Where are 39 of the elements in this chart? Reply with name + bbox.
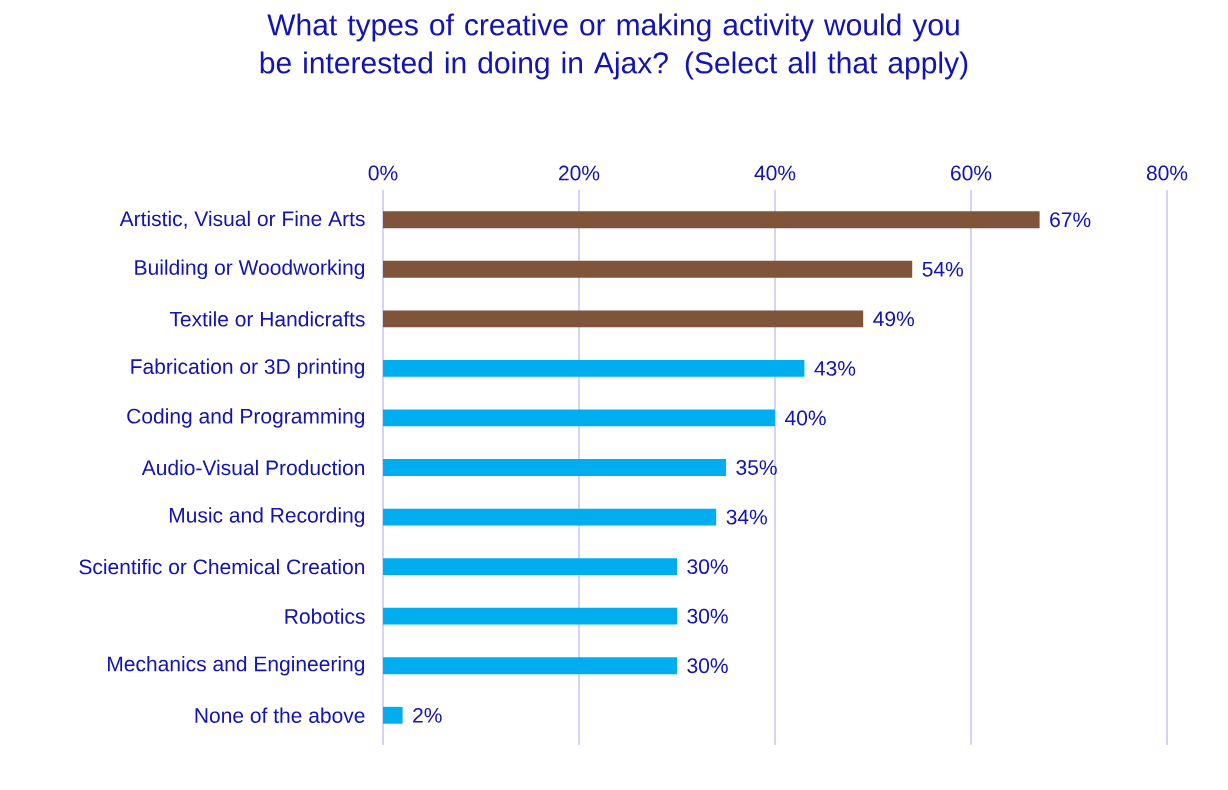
data-label: 49%	[873, 311, 914, 327]
y-tick-label: Music and Recording	[169, 507, 365, 527]
x-tick-label: 80%	[1146, 165, 1188, 181]
data-label: 34%	[726, 509, 767, 525]
bar	[383, 359, 805, 377]
data-label: 30%	[687, 658, 728, 674]
y-tick-label: Audio-Visual Production	[141, 459, 365, 476]
x-tick-label: 40%	[754, 165, 796, 181]
y-tick-label: None of the above	[195, 707, 365, 723]
data-label: 30%	[687, 608, 728, 624]
y-tick-label: Building or Woodworking	[135, 259, 365, 280]
chart-title: What types of creative or making activity would you be interested in doing in Ajax? (Select all that apply)	[260, 13, 968, 80]
y-tick-label: Textile or Handicrafts	[169, 311, 365, 327]
data-label: 40%	[785, 410, 826, 426]
bar	[383, 459, 726, 476]
y-tick-label: Coding and Programming	[127, 408, 365, 428]
y-tick-label: Artistic, Visual or Fine Arts	[119, 210, 365, 229]
x-tick-label: 60%	[951, 165, 992, 181]
y-tick-label: Scientific or Chemical Creation	[79, 558, 365, 575]
y-tick-label: Robotics	[285, 608, 365, 624]
bar	[383, 607, 677, 625]
bar	[383, 706, 403, 724]
data-label: 43%	[814, 360, 856, 376]
data-label: 35%	[736, 460, 777, 475]
data-label: 2%	[413, 707, 442, 723]
bar	[383, 310, 864, 328]
bar	[383, 211, 1040, 229]
y-tick-label: Mechanics and Engineering	[108, 655, 365, 676]
y-tick-label: Fabrication or 3D printing	[131, 358, 365, 379]
data-label: 67%	[1050, 212, 1091, 228]
bar	[383, 508, 717, 526]
bar	[383, 657, 677, 675]
data-label: 54%	[922, 261, 963, 277]
bar	[383, 558, 677, 576]
bar	[383, 260, 913, 278]
bar	[383, 409, 775, 427]
x-tick-label: 0%	[368, 165, 398, 181]
data-label: 30%	[687, 559, 728, 575]
x-tick-label: 20%	[559, 165, 600, 181]
